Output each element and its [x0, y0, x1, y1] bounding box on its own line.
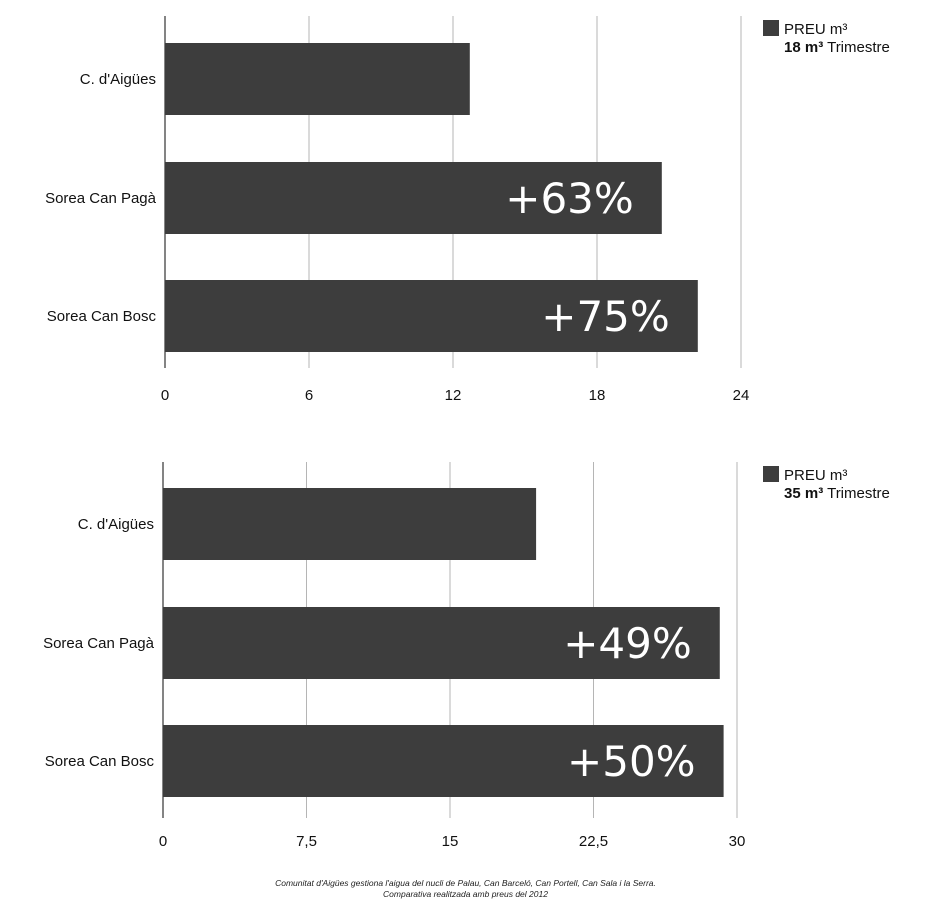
chart-2: 0 7,5 15 22,5 30 C. d'Aigües Sorea Can Pagà +49… [43, 462, 890, 850]
chart-1: 0 6 12 18 24 C. d'Aigües Sorea Can Pagà +63% Sor… [45, 16, 890, 404]
category-label: Sorea Can Pagà [43, 635, 155, 652]
legend-swatch [763, 466, 779, 482]
x-tick-label: 24 [733, 387, 750, 404]
legend-label: PREU m³ [784, 467, 847, 484]
x-tick-label: 7,5 [296, 833, 317, 850]
bar [165, 280, 698, 352]
category-label: Sorea Can Bosc [45, 753, 155, 770]
footer-line-2: Comparativa realitzada amb preus del 201… [383, 889, 548, 899]
bar [163, 488, 537, 560]
category-label: C. d'Aigües [80, 71, 156, 88]
bar-percent-label: +49% [563, 619, 692, 668]
x-tick-label: 6 [305, 387, 313, 404]
x-tick-label: 0 [161, 387, 169, 404]
bar-percent-label: +75% [541, 292, 670, 341]
bar-percent-label: +63% [505, 174, 634, 223]
category-label: Sorea Can Pagà [45, 190, 157, 207]
category-label: C. d'Aigües [78, 516, 154, 533]
footer: Comunitat d'Aigües gestiona l'aigua del … [0, 878, 931, 900]
category-label: Sorea Can Bosc [47, 308, 157, 325]
legend-swatch [763, 20, 779, 36]
bar [163, 725, 724, 797]
legend-volume: 35 m³ Trimestre [784, 485, 890, 502]
footer-line-1: Comunitat d'Aigües gestiona l'aigua del … [275, 878, 656, 888]
x-tick-label: 22,5 [579, 833, 608, 850]
x-tick-label: 30 [729, 833, 746, 850]
x-tick-label: 0 [159, 833, 167, 850]
x-tick-label: 18 [589, 387, 606, 404]
x-tick-label: 12 [445, 387, 462, 404]
bar [163, 607, 720, 679]
legend-label: PREU m³ [784, 21, 847, 38]
legend-volume: 18 m³ Trimestre [784, 39, 890, 56]
bar [165, 162, 662, 234]
x-tick-label: 15 [442, 833, 459, 850]
bar [165, 43, 470, 115]
bar-percent-label: +50% [567, 737, 696, 786]
